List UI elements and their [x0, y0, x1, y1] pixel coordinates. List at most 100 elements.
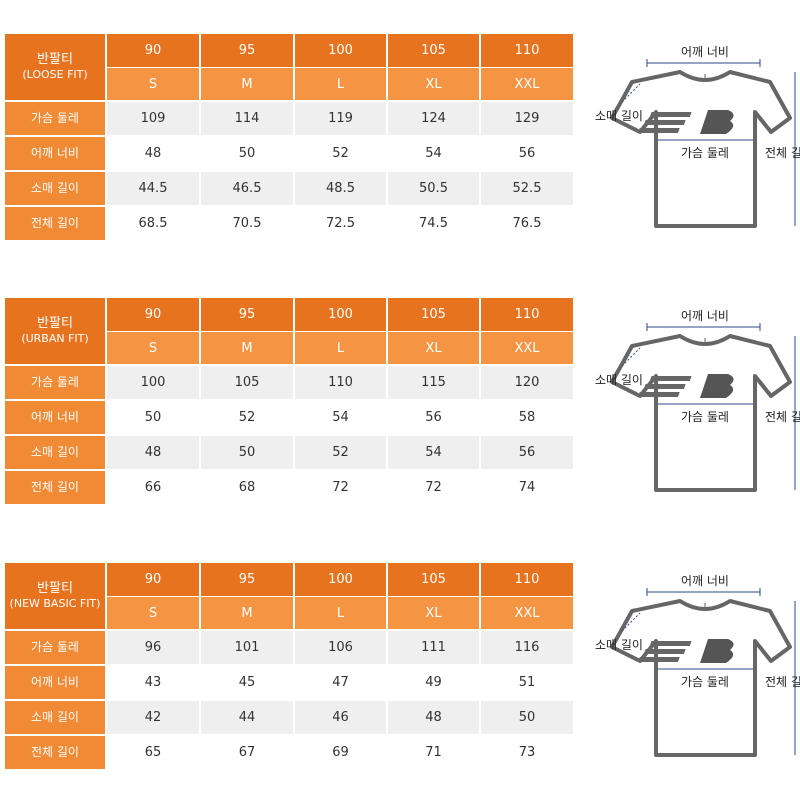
measure-value: 72	[388, 471, 479, 504]
measure-value: 50	[481, 701, 573, 734]
diagram-label: 소매 길이	[595, 638, 643, 652]
measure-value: 109	[107, 102, 199, 135]
measure-value: 129	[481, 102, 573, 135]
measure-value: 51	[481, 666, 573, 699]
size-letter: XXL	[481, 597, 573, 629]
size-letter: S	[107, 332, 199, 364]
row-label: 소매 길이	[5, 701, 105, 734]
diagram-label: 어깨 너비	[681, 309, 729, 323]
measure-value: 101	[201, 631, 293, 664]
measure-value: 43	[107, 666, 199, 699]
measure-value: 48.5	[295, 172, 386, 205]
measure-value: 49	[388, 666, 479, 699]
size-number: 100	[295, 298, 386, 331]
measure-value: 54	[388, 436, 479, 469]
measure-value: 124	[388, 102, 479, 135]
diagram-label: 가슴 둘레	[681, 675, 729, 689]
row-label: 어깨 너비	[5, 137, 105, 170]
measure-value: 52	[295, 137, 386, 170]
diagram-label: 가슴 둘레	[681, 410, 729, 424]
size-letter: M	[201, 597, 293, 629]
size-number: 90	[107, 34, 199, 67]
measure-value: 68	[201, 471, 293, 504]
table-title: 반팔티 (URBAN FIT)	[5, 298, 105, 364]
measure-value: 105	[201, 366, 293, 399]
size-letter: XL	[388, 597, 479, 629]
measure-value: 100	[107, 366, 199, 399]
diagram-label: 소매 길이	[595, 373, 643, 387]
table-subtitle: (LOOSE FIT)	[22, 68, 88, 81]
measure-value: 106	[295, 631, 386, 664]
measure-value: 119	[295, 102, 386, 135]
size-number: 95	[201, 563, 293, 596]
measure-value: 44	[201, 701, 293, 734]
measure-value: 56	[481, 436, 573, 469]
diagram-label: 전체 길이	[765, 675, 800, 689]
row-label: 소매 길이	[5, 436, 105, 469]
table-title: 반팔티	[37, 52, 73, 67]
diagram-label: 어깨 너비	[681, 574, 729, 588]
row-label: 어깨 너비	[5, 401, 105, 434]
row-label: 전체 길이	[5, 736, 105, 769]
measure-value: 73	[481, 736, 573, 769]
measure-value: 68.5	[107, 207, 199, 240]
size-letter: S	[107, 597, 199, 629]
measure-value: 46	[295, 701, 386, 734]
size-letter: XXL	[481, 332, 573, 364]
size-letter: S	[107, 68, 199, 100]
row-label: 가슴 둘레	[5, 366, 105, 399]
table-title: 반팔티	[37, 581, 73, 596]
measure-value: 56	[388, 401, 479, 434]
measure-value: 72.5	[295, 207, 386, 240]
measure-value: 46.5	[201, 172, 293, 205]
table-subtitle: (URBAN FIT)	[21, 332, 89, 345]
measure-value: 54	[295, 401, 386, 434]
row-label: 가슴 둘레	[5, 102, 105, 135]
measure-value: 96	[107, 631, 199, 664]
measure-value: 44.5	[107, 172, 199, 205]
measure-value: 116	[481, 631, 573, 664]
size-number: 110	[481, 563, 573, 596]
row-label: 전체 길이	[5, 471, 105, 504]
measure-value: 47	[295, 666, 386, 699]
size-number: 110	[481, 298, 573, 331]
size-letter: M	[201, 332, 293, 364]
measure-value: 50	[201, 137, 293, 170]
size-number: 105	[388, 563, 479, 596]
measure-value: 56	[481, 137, 573, 170]
size-number: 90	[107, 298, 199, 331]
measure-value: 66	[107, 471, 199, 504]
measure-value: 65	[107, 736, 199, 769]
size-number: 105	[388, 298, 479, 331]
table-subtitle: (NEW BASIC FIT)	[9, 597, 101, 610]
measure-value: 71	[388, 736, 479, 769]
size-letter: L	[295, 332, 386, 364]
measure-value: 52	[201, 401, 293, 434]
size-letter: L	[295, 597, 386, 629]
measure-value: 76.5	[481, 207, 573, 240]
size-letter: XL	[388, 68, 479, 100]
measure-value: 50	[107, 401, 199, 434]
measure-value: 58	[481, 401, 573, 434]
size-letter: M	[201, 68, 293, 100]
size-letter: XL	[388, 332, 479, 364]
measure-value: 120	[481, 366, 573, 399]
table-title: 반팔티 (NEW BASIC FIT)	[5, 563, 105, 629]
measure-value: 70.5	[201, 207, 293, 240]
measure-value: 74.5	[388, 207, 479, 240]
measure-value: 50	[201, 436, 293, 469]
size-number: 95	[201, 298, 293, 331]
measure-value: 42	[107, 701, 199, 734]
measure-value: 110	[295, 366, 386, 399]
size-number: 95	[201, 34, 293, 67]
size-number: 100	[295, 563, 386, 596]
measure-value: 74	[481, 471, 573, 504]
diagram-label: 소매 길이	[595, 109, 643, 123]
diagram-label: 가슴 둘레	[681, 146, 729, 160]
table-title: 반팔티 (LOOSE FIT)	[5, 34, 105, 100]
measure-value: 45	[201, 666, 293, 699]
